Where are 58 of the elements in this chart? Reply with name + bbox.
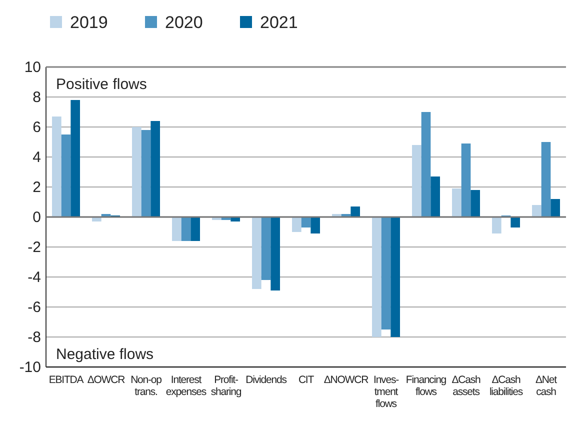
bar [390, 217, 400, 337]
bar [141, 130, 151, 217]
y-tick-label: -2 [28, 238, 41, 256]
bar [292, 217, 302, 232]
y-tick-label: 10 [24, 58, 41, 76]
annotation: Positive flows [56, 76, 147, 93]
x-tick-label: Inves- tment flows [374, 374, 400, 410]
bar [270, 217, 280, 290]
x-tick-label: CIT [298, 374, 315, 386]
x-tick-label: Profit- sharing [210, 374, 242, 398]
bar [381, 217, 391, 330]
x-tick-label: Financing flows [406, 374, 447, 398]
bar [350, 206, 360, 217]
bar [430, 176, 440, 217]
bar [252, 217, 262, 289]
bar [510, 217, 520, 228]
x-tick-label: ΔCash assets [452, 374, 482, 398]
bar [310, 217, 320, 234]
x-tick-label: Non-op trans. [130, 374, 162, 398]
legend-label: 2021 [260, 13, 298, 32]
bar [61, 134, 71, 217]
bar [261, 217, 271, 280]
annotation: Negative flows [56, 346, 154, 363]
bar [181, 217, 191, 241]
bar [150, 121, 160, 217]
x-tick-label: ΔCash liabilities [489, 374, 523, 398]
bar [372, 217, 382, 337]
bar [470, 190, 480, 217]
bar [532, 205, 542, 217]
legend-label: 2020 [165, 13, 203, 32]
y-tick-label: -8 [28, 328, 41, 346]
legend-label: 2019 [70, 13, 108, 32]
x-tick-label: ΔNOWCR [324, 374, 370, 386]
bar [492, 217, 502, 234]
y-tick-label: 0 [32, 208, 41, 226]
bar [461, 144, 471, 217]
bar [541, 142, 551, 217]
y-tick-label: -4 [28, 268, 41, 286]
x-tick-label: Dividends [246, 374, 287, 386]
x-tick-label: Interest expenses [166, 374, 206, 398]
x-tick-label: ΔNet cash [536, 374, 558, 398]
y-tick-label: 4 [32, 148, 41, 166]
bar [190, 217, 200, 241]
bar [172, 217, 182, 241]
bar [132, 127, 142, 217]
bar [52, 116, 62, 217]
bar [452, 188, 462, 217]
bar [550, 199, 560, 217]
x-tick-label: EBITDA [48, 374, 84, 386]
bar [70, 100, 80, 217]
y-tick-label: 8 [32, 88, 41, 106]
bar [421, 112, 431, 217]
y-tick-label: 2 [32, 178, 41, 196]
x-tick-label: ΔOWCR [87, 374, 126, 386]
y-tick-label: -10 [19, 358, 41, 376]
y-tick-label: -6 [28, 298, 41, 316]
y-tick-label: 6 [32, 118, 41, 136]
bar [412, 145, 422, 217]
